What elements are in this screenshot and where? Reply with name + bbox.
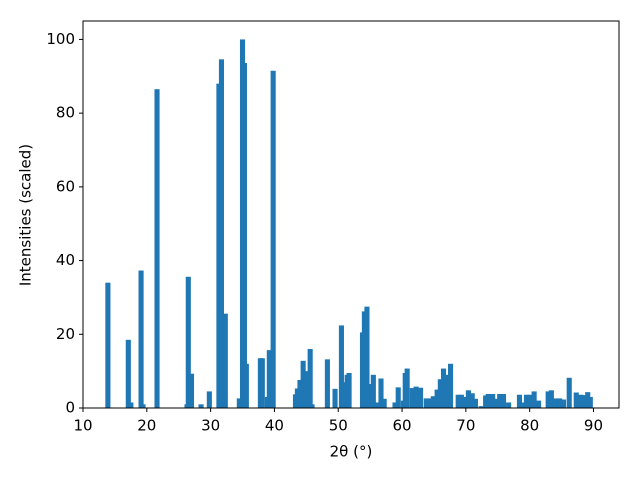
bar [378,378,384,408]
bar [472,398,478,408]
bar [404,368,410,408]
bar [243,363,249,408]
bar [105,282,111,408]
bar [236,398,242,408]
bar [497,393,503,408]
bar [188,373,195,408]
bar [552,398,558,408]
bar [307,349,313,408]
bar [560,399,567,408]
bar [434,389,440,408]
bar [395,387,401,408]
bar [523,394,530,408]
bar [140,404,146,408]
bar [300,360,306,408]
bar [332,388,338,408]
bar [490,393,496,408]
x-tick-label: 20 [137,417,156,435]
bar [346,372,352,408]
bar [581,395,588,408]
bar [270,70,276,408]
bar [222,313,228,408]
bar [297,379,303,408]
bar [548,390,554,408]
bar [309,404,315,408]
x-tick-label: 90 [584,417,603,435]
bar [493,398,500,408]
bar [527,394,533,408]
bar [125,339,131,408]
bar [573,392,579,408]
bar [557,398,563,408]
x-axis-label: 2θ (°) [330,443,373,461]
y-axis-label: Intensities (scaled) [17,144,35,286]
bar [465,390,471,408]
bar [198,404,204,408]
bar [218,59,225,409]
x-tick-label: 10 [73,417,92,435]
bar [462,396,468,408]
bar [409,388,415,408]
plot-frame [82,20,620,409]
bar [516,394,523,408]
x-tick-label: 70 [456,417,475,435]
bar [520,402,526,408]
bar [367,384,373,408]
bar [341,382,347,408]
bar [370,374,376,408]
bar [241,63,247,408]
bar [485,393,491,408]
bar [266,350,272,408]
bar [423,398,429,408]
bar [506,402,512,408]
bar [138,270,144,408]
bar [437,379,443,408]
y-tick-label: 0 [65,399,75,417]
x-tick-label: 80 [520,417,539,435]
bar [418,387,424,408]
bar [303,371,309,408]
y-tick-label: 20 [56,325,75,343]
x-tick-label: 30 [201,417,220,435]
bar [427,398,433,408]
y-tick-label: 60 [56,177,75,195]
bar [324,359,330,408]
x-tick-label: 60 [393,417,412,435]
bar [128,402,134,408]
bar [578,394,584,408]
bar [458,394,464,408]
bar [338,325,344,408]
bar [531,391,537,408]
bar [259,358,265,408]
bar [413,386,419,408]
bar [469,393,475,408]
x-tick-label: 40 [265,417,284,435]
bar [430,396,436,408]
bar [206,391,212,408]
bar [478,406,484,408]
bar [455,394,461,408]
bar [536,400,542,408]
bar [500,393,507,408]
bar [443,374,449,408]
bar [587,396,593,408]
y-tick-label: 100 [46,30,75,48]
y-tick-label: 80 [56,104,75,122]
bar [185,276,191,408]
bar [154,89,160,408]
x-tick-label: 50 [329,417,348,435]
bar [381,398,387,408]
y-tick-label: 40 [56,251,75,269]
bar [447,363,454,408]
bar [566,377,572,408]
bar [392,402,398,408]
bar [374,402,380,408]
bar [545,391,551,408]
bar [364,306,370,408]
